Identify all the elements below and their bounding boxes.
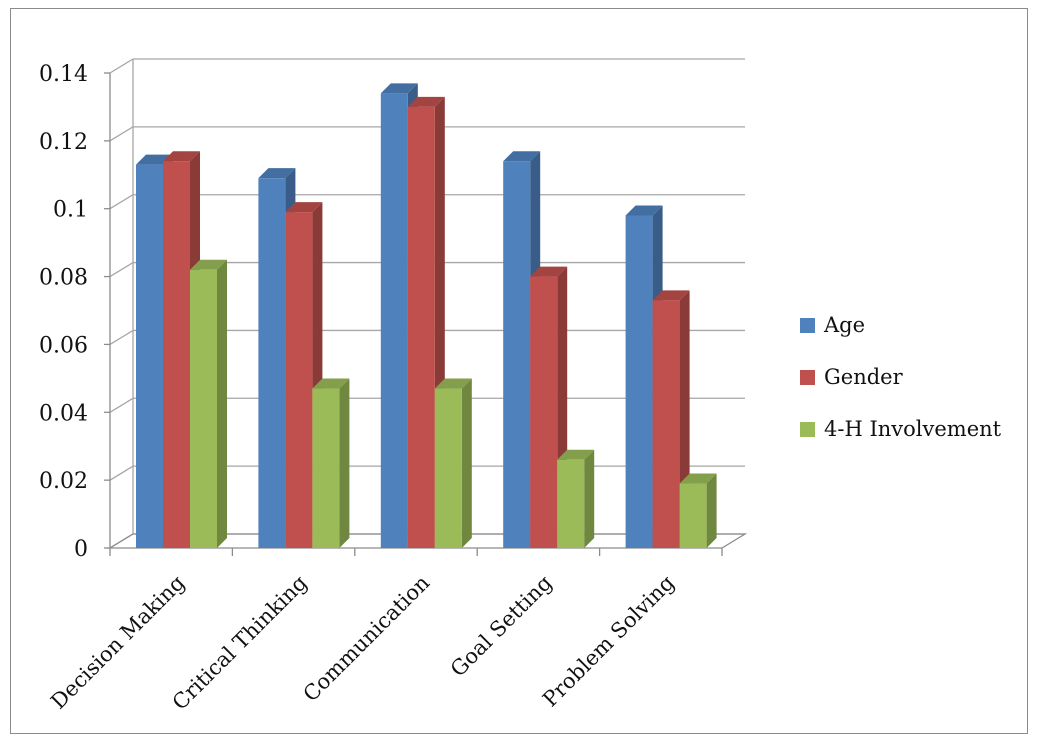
bar-side xyxy=(461,378,472,548)
gridline-wall xyxy=(109,329,134,345)
bar-4-h-involvement xyxy=(190,259,227,548)
y-tick-label: 0.04 xyxy=(39,401,88,426)
bar-front xyxy=(285,212,313,548)
bar-side xyxy=(706,473,717,548)
legend-label: Gender xyxy=(824,365,904,389)
gridline-wall xyxy=(109,58,134,74)
bar-top xyxy=(312,378,350,389)
bar-front xyxy=(679,483,707,548)
gridline-wall xyxy=(109,465,134,481)
bar-top xyxy=(679,473,717,484)
bar-front xyxy=(530,276,558,548)
bar-front xyxy=(380,93,408,548)
bar-4-h-involvement xyxy=(557,449,595,548)
bar-front xyxy=(625,215,653,548)
bar-front xyxy=(407,106,435,548)
y-tick-label: 0.02 xyxy=(39,469,88,494)
bar-top xyxy=(503,151,541,162)
bar-front xyxy=(557,459,585,548)
bar-top xyxy=(258,168,296,179)
y-tick-label: 0.14 xyxy=(39,62,88,87)
legend-swatch xyxy=(800,318,815,333)
x-category-label: Goal Setting xyxy=(446,571,557,682)
bar-top xyxy=(530,266,568,277)
legend-label: Age xyxy=(823,313,865,337)
x-category-label: Communication xyxy=(299,571,435,707)
bar-front xyxy=(503,161,531,548)
axis-labels: 0 0.02 0.04 0.06 0.08 0.1 0.12 0.14 Decision Mak… xyxy=(39,62,679,715)
legend: Age Gender 4-H Involvement xyxy=(800,313,1002,441)
y-tick-label: 0.06 xyxy=(39,333,88,358)
bar-top xyxy=(190,259,227,270)
gridline-wall xyxy=(109,126,134,142)
bar-front xyxy=(190,269,217,548)
bar-4-h-involvement xyxy=(312,378,350,548)
bar-top xyxy=(163,151,200,162)
bar-top xyxy=(407,96,445,107)
y-tick-label: 0 xyxy=(74,537,88,562)
bar-4-h-involvement xyxy=(434,378,472,548)
bar-front xyxy=(258,178,286,548)
gridline-wall xyxy=(109,262,134,278)
bar-side xyxy=(339,378,350,548)
bar-front xyxy=(163,161,190,548)
bar-top xyxy=(557,449,595,460)
x-category-label: Problem Solving xyxy=(538,571,679,712)
gridline-wall xyxy=(109,397,134,413)
x-category-label: Decision Making xyxy=(46,571,189,714)
legend-label: 4-H Involvement xyxy=(824,417,1002,441)
gridline-wall xyxy=(109,194,134,210)
bar-top xyxy=(380,83,418,94)
bar-front xyxy=(136,164,163,548)
bar-top xyxy=(625,205,663,216)
bar-top xyxy=(652,290,690,301)
y-tick-label: 0.1 xyxy=(53,198,88,223)
bar-top xyxy=(434,378,472,389)
bar-side xyxy=(584,449,595,548)
y-tick-label: 0.12 xyxy=(39,130,88,155)
bar-4-h-involvement xyxy=(679,473,717,548)
legend-swatch xyxy=(800,370,815,385)
bars xyxy=(136,83,717,548)
bar-front xyxy=(312,388,340,548)
bar-front xyxy=(434,388,462,548)
legend-swatch xyxy=(800,422,815,437)
bar-front xyxy=(652,300,680,548)
bar-top xyxy=(285,202,323,213)
x-category-label: Critical Thinking xyxy=(168,571,312,715)
bar-side xyxy=(217,259,227,548)
y-tick-label: 0.08 xyxy=(39,266,88,291)
